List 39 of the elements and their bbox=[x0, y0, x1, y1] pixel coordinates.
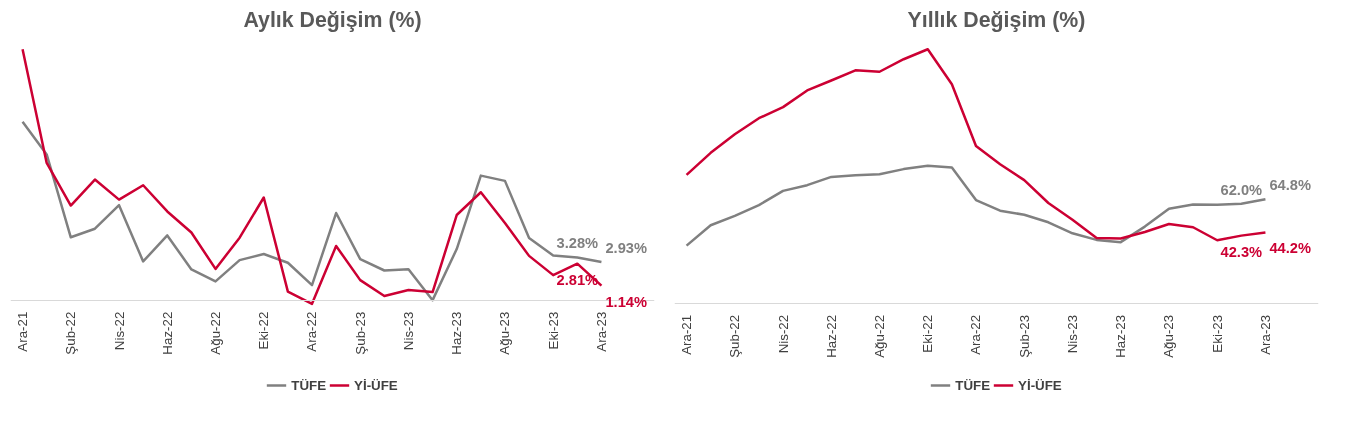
x-tick-label: Ara-21 bbox=[15, 311, 31, 352]
legend-label: TÜFE bbox=[291, 377, 327, 393]
x-tick-label: Nis-22 bbox=[775, 314, 791, 354]
legend-label: TÜFE bbox=[955, 377, 991, 393]
data-label: 42.3% bbox=[1220, 243, 1263, 260]
x-tick-label: Nis-22 bbox=[111, 311, 127, 351]
x-tick-label: Ağu-22 bbox=[872, 314, 888, 358]
x-tick-label: Ağu-23 bbox=[497, 311, 513, 355]
data-label: 64.8% bbox=[1269, 177, 1311, 194]
x-tick-label: Ara-21 bbox=[679, 314, 695, 355]
data-label: 3.28% bbox=[556, 235, 599, 252]
legend-label: Yİ-ÜFE bbox=[1018, 377, 1062, 393]
x-tick-label: Ağu-23 bbox=[1161, 314, 1177, 358]
legend-label: Yİ-ÜFE bbox=[354, 377, 398, 393]
x-tick-label: Ara-22 bbox=[304, 311, 320, 352]
x-tick-label: Ara-23 bbox=[593, 311, 609, 352]
x-tick-label: Eki-22 bbox=[256, 311, 272, 350]
chart-title: Yıllık Değişim (%) bbox=[907, 7, 1086, 32]
x-tick-label: Ara-22 bbox=[968, 314, 984, 355]
x-tick-label: Haz-23 bbox=[1113, 314, 1129, 358]
x-tick-label: Şub-23 bbox=[352, 311, 368, 355]
data-label: 2.93% bbox=[605, 240, 647, 257]
data-label: 1.14% bbox=[605, 293, 647, 310]
x-tick-label: Nis-23 bbox=[400, 311, 416, 351]
x-tick-label: Haz-22 bbox=[823, 314, 839, 358]
x-tick-label: Nis-23 bbox=[1064, 314, 1080, 354]
x-tick-label: Şub-22 bbox=[727, 314, 743, 358]
x-tick-label: Şub-23 bbox=[1016, 314, 1032, 358]
x-tick-label: Eki-23 bbox=[545, 311, 561, 350]
chart-title: Aylık Değişim (%) bbox=[243, 7, 422, 32]
x-tick-label: Haz-22 bbox=[159, 311, 175, 355]
data-label: 62.0% bbox=[1220, 181, 1263, 198]
data-label: 44.2% bbox=[1269, 240, 1311, 257]
x-tick-label: Ara-23 bbox=[1257, 314, 1273, 355]
x-tick-label: Şub-22 bbox=[63, 311, 79, 355]
x-tick-label: Ağu-22 bbox=[208, 311, 224, 355]
x-tick-label: Haz-23 bbox=[449, 311, 465, 355]
x-tick-label: Eki-23 bbox=[1209, 314, 1225, 353]
x-tick-label: Eki-22 bbox=[920, 314, 936, 353]
